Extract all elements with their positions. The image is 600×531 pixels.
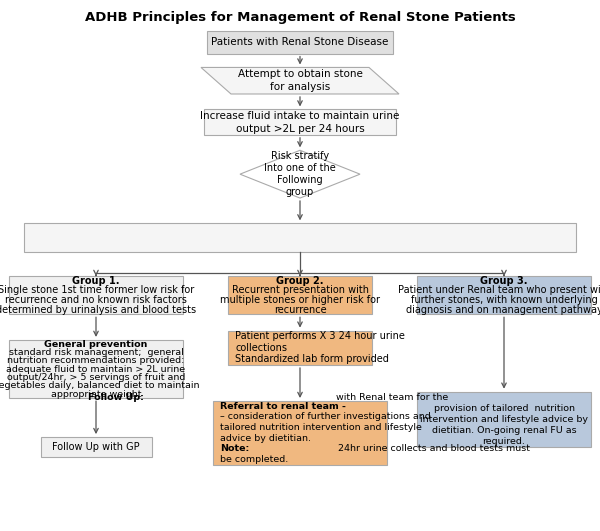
Text: Risk stratify: Risk stratify (271, 151, 329, 161)
Text: tailored nutrition intervention and lifestyle: tailored nutrition intervention and life… (220, 423, 422, 432)
Text: – consideration of further investigations and: – consideration of further investigation… (220, 413, 431, 421)
FancyBboxPatch shape (417, 392, 591, 447)
Text: Attempt to obtain stone: Attempt to obtain stone (238, 69, 362, 79)
FancyBboxPatch shape (9, 340, 183, 398)
Polygon shape (201, 67, 399, 94)
Text: multiple stones or higher risk for: multiple stones or higher risk for (220, 295, 380, 305)
Text: dietitian. On-going renal FU as: dietitian. On-going renal FU as (431, 426, 577, 435)
Text: recurrence: recurrence (274, 305, 326, 314)
Text: collections: collections (235, 343, 287, 353)
Text: intervention and lifestyle advice by: intervention and lifestyle advice by (420, 415, 588, 424)
FancyBboxPatch shape (9, 276, 183, 314)
Text: determined by urinalysis and blood tests: determined by urinalysis and blood tests (0, 305, 196, 314)
FancyBboxPatch shape (207, 31, 393, 54)
Text: output >2L per 24 hours: output >2L per 24 hours (236, 124, 364, 133)
Text: nutrition recommendations provided:: nutrition recommendations provided: (7, 356, 185, 365)
Text: appropriate weight: appropriate weight (51, 390, 141, 399)
Text: Follow Up:: Follow Up: (88, 393, 144, 401)
FancyBboxPatch shape (228, 330, 372, 365)
Text: standard risk management;  general: standard risk management; general (8, 348, 184, 357)
Text: Standardized lab form provided: Standardized lab form provided (235, 354, 389, 364)
FancyBboxPatch shape (24, 223, 576, 252)
FancyBboxPatch shape (204, 109, 396, 135)
Text: advice by dietitian.: advice by dietitian. (220, 434, 311, 442)
Text: Group 1.: Group 1. (72, 276, 120, 286)
Text: Referral to renal team -: Referral to renal team - (220, 402, 346, 410)
Text: Following: Following (277, 175, 323, 185)
Text: output/24hr, > 5 servings of fruit and: output/24hr, > 5 servings of fruit and (7, 373, 185, 382)
FancyBboxPatch shape (417, 276, 591, 314)
Text: Patient under Renal team who present with: Patient under Renal team who present wit… (398, 286, 600, 295)
Text: vegetables daily, balanced diet to maintain: vegetables daily, balanced diet to maint… (0, 381, 199, 390)
Text: General prevention: General prevention (44, 339, 148, 348)
Text: Group 3.: Group 3. (480, 276, 528, 286)
Text: with Renal team for the: with Renal team for the (332, 393, 448, 401)
Text: required.: required. (482, 438, 526, 446)
Text: 24hr urine collects and blood tests must: 24hr urine collects and blood tests must (332, 444, 530, 453)
Text: Increase fluid intake to maintain urine: Increase fluid intake to maintain urine (200, 111, 400, 121)
Text: recurrence and no known risk factors: recurrence and no known risk factors (5, 295, 187, 305)
Text: Group 2.: Group 2. (276, 276, 324, 286)
FancyBboxPatch shape (213, 401, 387, 465)
Text: Note:: Note: (220, 444, 250, 453)
Polygon shape (240, 150, 360, 198)
Text: diagnosis and on management pathway: diagnosis and on management pathway (406, 305, 600, 314)
FancyBboxPatch shape (41, 437, 151, 457)
FancyBboxPatch shape (228, 276, 372, 314)
Text: Single stone 1st time former low risk for: Single stone 1st time former low risk fo… (0, 286, 194, 295)
Text: adequate fluid to maintain > 2L urine: adequate fluid to maintain > 2L urine (7, 365, 185, 373)
Text: Into one of the: Into one of the (264, 163, 336, 173)
Text: Follow Up with GP: Follow Up with GP (52, 442, 140, 452)
Text: ADHB Principles for Management of Renal Stone Patients: ADHB Principles for Management of Renal … (85, 11, 515, 24)
Text: be completed.: be completed. (220, 455, 289, 464)
Text: for analysis: for analysis (270, 82, 330, 92)
Text: Patients with Renal Stone Disease: Patients with Renal Stone Disease (211, 38, 389, 47)
Text: group: group (286, 187, 314, 197)
Text: provision of tailored  nutrition: provision of tailored nutrition (433, 404, 575, 413)
Text: Recurrent presentation with: Recurrent presentation with (232, 286, 368, 295)
Text: further stones, with known underlying: further stones, with known underlying (410, 295, 598, 305)
Text: Patient performs X 3 24 hour urine: Patient performs X 3 24 hour urine (235, 331, 405, 341)
